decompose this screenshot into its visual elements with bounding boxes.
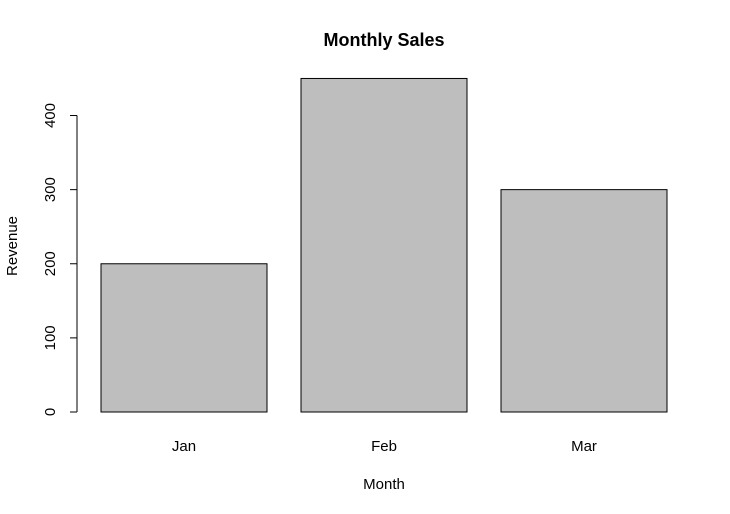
bar-mar	[500, 189, 668, 413]
y-ticks: 0 100 200 300 400	[42, 103, 77, 416]
x-tick-labels: Jan Feb Mar	[172, 438, 597, 455]
bar-feb	[300, 77, 468, 413]
x-tick-label: Jan	[172, 438, 196, 455]
x-axis-label: Month	[363, 476, 405, 493]
y-tick-label: 100	[42, 325, 59, 350]
chart-title: Monthly Sales	[323, 30, 444, 50]
y-tick-label: 200	[42, 251, 59, 276]
x-tick-label: Mar	[571, 438, 597, 455]
y-tick-label: 0	[42, 408, 59, 416]
y-axis-label: Revenue	[4, 216, 21, 276]
y-axis: 0 100 200 300 400	[42, 103, 78, 416]
bars-group	[100, 77, 668, 413]
y-tick-label: 300	[42, 177, 59, 202]
bar-jan	[100, 263, 268, 413]
y-tick-label: 400	[42, 103, 59, 128]
x-tick-label: Feb	[371, 438, 397, 455]
